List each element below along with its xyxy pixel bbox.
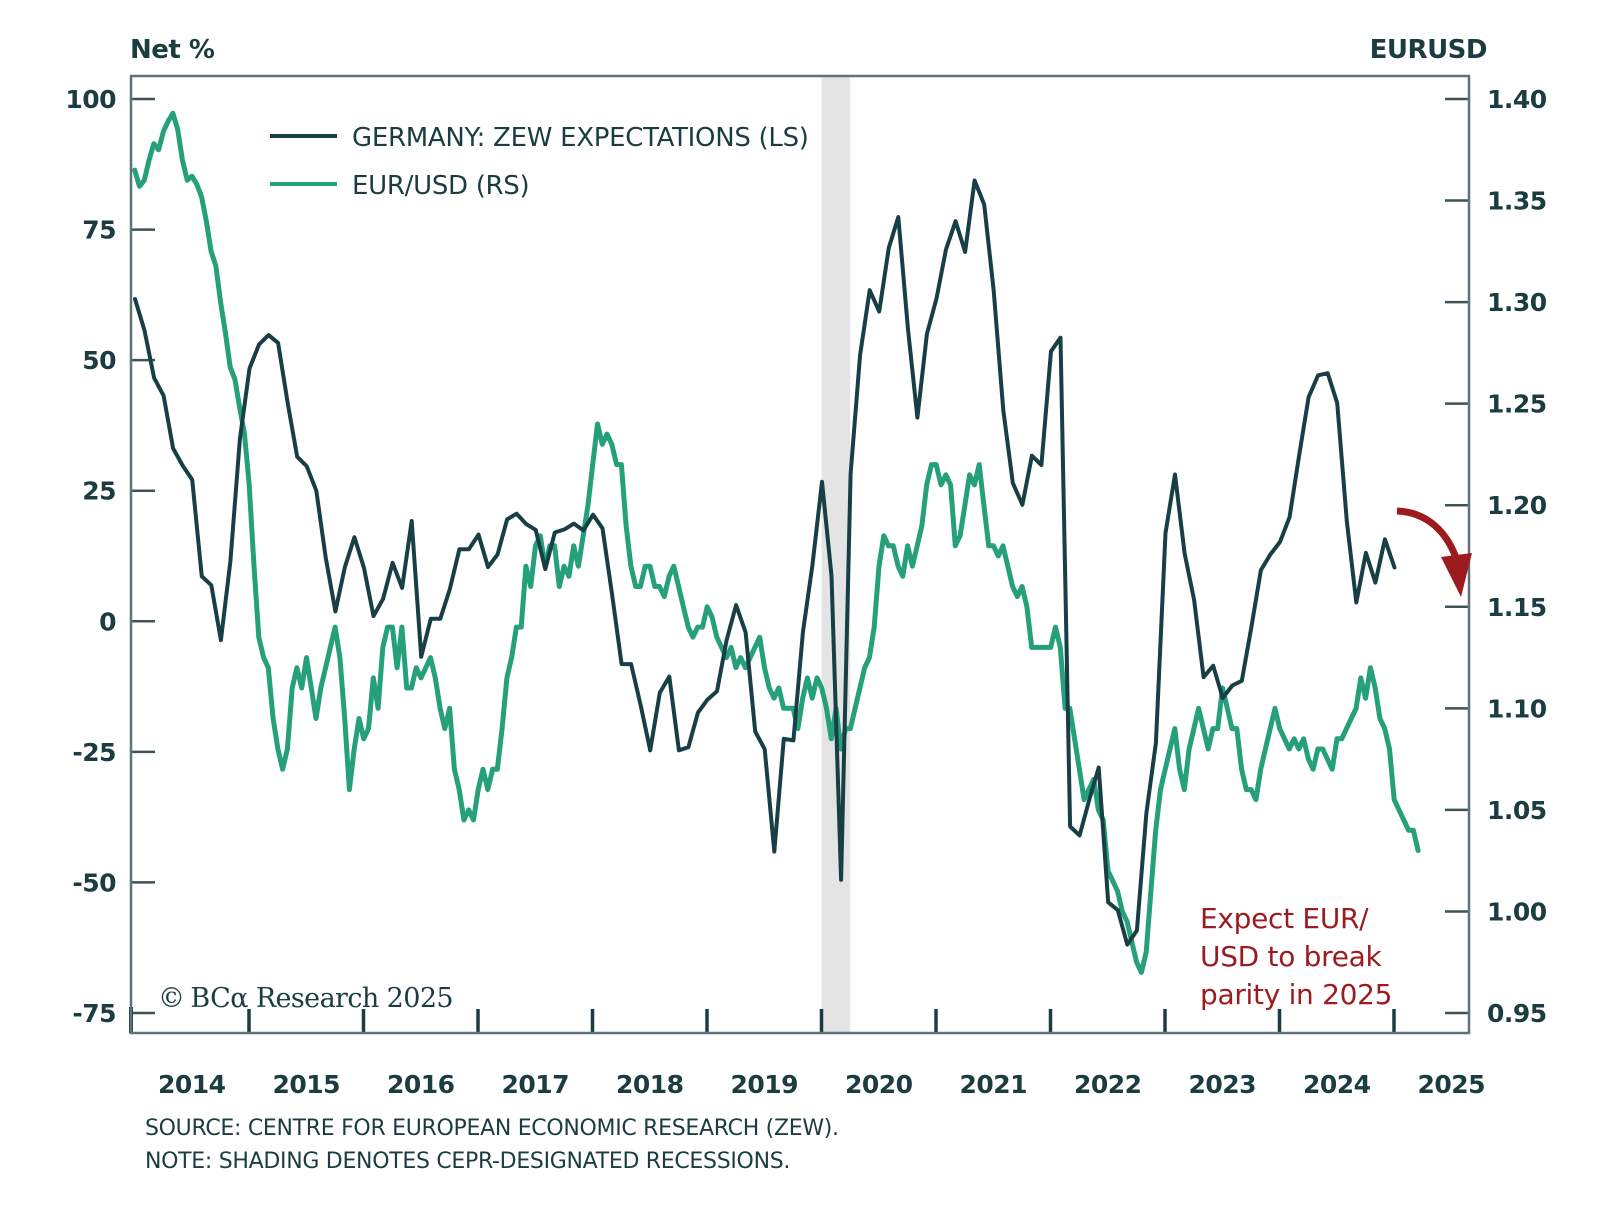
x-tick-label: 2019 <box>730 1070 798 1099</box>
left-tick-label: 50 <box>82 346 116 375</box>
left-tick-label: 100 <box>65 85 116 114</box>
x-tick-label: 2024 <box>1303 1070 1371 1099</box>
right-tick-label: 1.20 <box>1487 491 1547 520</box>
right-tick-label: 1.30 <box>1487 288 1547 317</box>
annotation: Expect EUR/ USD to break parity in 2025 <box>1200 902 1392 1011</box>
down-arrow-icon <box>1396 507 1472 597</box>
right-tick-label: 1.00 <box>1487 897 1547 926</box>
zew-expectations-line <box>133 178 1397 947</box>
eurusd-line <box>132 110 1421 975</box>
right-tick-label: 1.05 <box>1487 796 1547 825</box>
x-tick-label: 2015 <box>272 1070 340 1099</box>
copyright-symbol: © <box>158 983 184 1014</box>
legend-label-zew: GERMANY: ZEW EXPECTATIONS (LS) <box>352 123 809 153</box>
left-tick-label: -75 <box>72 999 116 1028</box>
x-tick-label: 2023 <box>1188 1070 1256 1099</box>
right-tick-label: 0.95 <box>1487 999 1547 1028</box>
annotation-line-2: USD to break <box>1200 940 1382 973</box>
x-tick-label: 2016 <box>387 1070 455 1099</box>
right-tick-label: 1.15 <box>1487 593 1547 622</box>
left-tick-label: 25 <box>82 477 116 506</box>
annotation-line-3: parity in 2025 <box>1200 978 1392 1011</box>
right-tick-label: 1.25 <box>1487 390 1547 419</box>
right-tick-label: 1.40 <box>1487 85 1547 114</box>
brand-name: BCα Research 2025 <box>190 983 453 1014</box>
legend: GERMANY: ZEW EXPECTATIONS (LS) EUR/USD (… <box>270 123 809 201</box>
x-tick-label: 2014 <box>158 1070 226 1099</box>
right-tick-label: 1.35 <box>1487 187 1547 216</box>
shading-note: NOTE: SHADING DENOTES CEPR-DESIGNATED RE… <box>145 1149 791 1174</box>
x-tick-label: 2018 <box>616 1070 684 1099</box>
left-tick-label: 0 <box>99 607 116 636</box>
x-tick-label: 2017 <box>501 1070 569 1099</box>
left-axis-title: Net % <box>130 35 215 65</box>
x-tick-label: 2022 <box>1074 1070 1142 1099</box>
source-note: SOURCE: CENTRE FOR EUROPEAN ECONOMIC RES… <box>145 1116 839 1141</box>
annotation-line-1: Expect EUR/ <box>1200 902 1369 935</box>
recession-shade <box>821 76 851 1033</box>
brand-watermark: © BCα Research 2025 <box>158 983 454 1014</box>
brand-text: © BCα Research 2025 <box>158 983 453 1014</box>
axis-ticks-layer: 100 75 50 25 0 -25 -50 -75 1.40 1.35 1.30 1.25 1.20 1… <box>65 85 1547 1099</box>
right-tick-label: 1.10 <box>1487 694 1547 723</box>
x-tick-label: 2025 <box>1417 1070 1485 1099</box>
left-tick-label: 75 <box>82 216 116 245</box>
legend-label-eurusd: EUR/USD (RS) <box>352 171 529 201</box>
recession-shading-layer <box>821 76 851 1033</box>
x-tick-label: 2020 <box>845 1070 913 1099</box>
right-axis-title: EURUSD <box>1370 35 1487 65</box>
x-tick-label: 2021 <box>959 1070 1027 1099</box>
left-tick-label: -25 <box>72 738 116 767</box>
series-layer <box>132 110 1421 975</box>
left-tick-label: -50 <box>72 868 116 897</box>
